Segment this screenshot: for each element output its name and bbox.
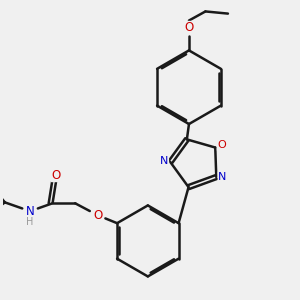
Text: H: H: [26, 217, 34, 227]
Text: O: O: [51, 169, 61, 182]
Text: N: N: [26, 205, 34, 218]
Text: O: O: [93, 209, 102, 222]
Text: N: N: [160, 156, 169, 166]
Text: O: O: [184, 21, 194, 34]
Text: N: N: [218, 172, 226, 182]
Text: O: O: [218, 140, 226, 150]
